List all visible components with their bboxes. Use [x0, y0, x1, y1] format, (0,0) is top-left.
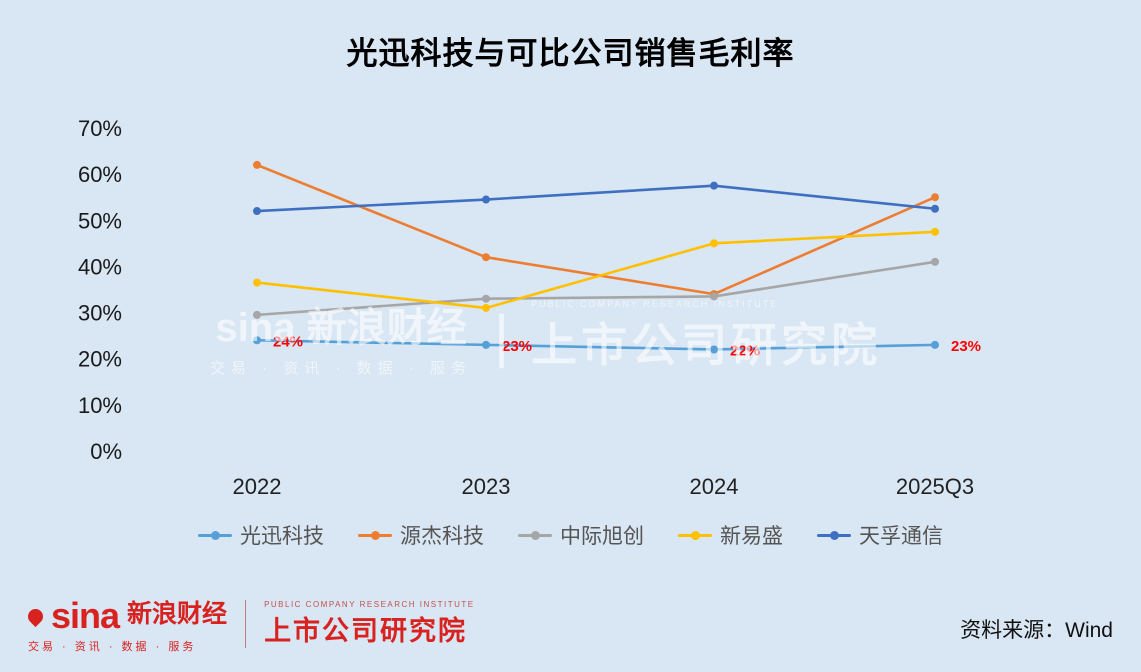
data-point	[253, 207, 261, 216]
data-point	[253, 278, 261, 287]
data-point	[253, 336, 261, 345]
legend-label: 天孚通信	[859, 525, 943, 548]
data-point	[482, 253, 490, 262]
data-point	[710, 292, 718, 301]
legend-label: 源杰科技	[400, 525, 484, 548]
point-label: 23%	[951, 338, 981, 355]
x-tick-label: 2025Q3	[896, 474, 974, 499]
legend-item-新易盛: 新易盛	[678, 520, 783, 550]
legend-marker-icon	[198, 530, 232, 540]
line-chart: 0% 10% 20% 30% 40% 50% 60% 70% 2022 2023 2024 2025Q…	[78, 116, 981, 499]
institute-logo-block: PUBLIC COMPANY RESEARCH INSTITUTE 上市公司研究…	[264, 600, 475, 648]
legend-marker-icon	[358, 530, 392, 540]
data-point	[253, 160, 261, 169]
y-tick-label: 50%	[78, 208, 122, 233]
legend-label: 中际旭创	[560, 525, 644, 548]
data-point	[482, 303, 490, 312]
point-label: 24%	[273, 333, 303, 350]
data-point	[482, 340, 490, 349]
institute-name: 上市公司研究院	[264, 616, 468, 646]
y-tick-label: 60%	[78, 162, 122, 187]
data-point	[482, 195, 490, 204]
x-tick-label: 2023	[462, 474, 511, 499]
legend-item-中际旭创: 中际旭创	[518, 520, 644, 550]
y-tick-label: 40%	[78, 254, 122, 279]
sina-flame-icon	[24, 605, 47, 628]
series-line-天孚通信	[256, 184, 936, 213]
point-label: 23%	[502, 338, 532, 355]
data-point	[710, 345, 718, 354]
data-point	[931, 204, 939, 213]
x-tick-label: 2022	[233, 474, 282, 499]
sina-logo: sina	[51, 594, 120, 636]
legend-item-天孚通信: 天孚通信	[817, 520, 943, 550]
data-point	[931, 227, 939, 236]
data-source-label: 资料来源：Wind	[960, 619, 1113, 642]
chart-title: 光迅科技与可比公司销售毛利率	[346, 36, 795, 71]
legend-marker-icon	[518, 530, 552, 540]
institute-name-en: PUBLIC COMPANY RESEARCH INSTITUTE	[264, 600, 475, 609]
legend-item-光迅科技: 光迅科技	[198, 520, 324, 550]
y-tick-label: 20%	[78, 347, 122, 372]
legend-item-源杰科技: 源杰科技	[358, 520, 484, 550]
footer: sina 新浪财经 交易 · 资讯 · 数据 · 服务 PUBLIC COMPA…	[0, 580, 1141, 672]
series-line-新易盛	[256, 230, 936, 310]
footer-branding: sina 新浪财经 交易 · 资讯 · 数据 · 服务 PUBLIC COMPA…	[24, 594, 475, 654]
data-point	[710, 181, 718, 190]
x-tick-label: 2024	[690, 474, 739, 499]
legend: 光迅科技 源杰科技 中际旭创 新易盛 天孚通信	[0, 520, 1141, 550]
legend-marker-icon	[817, 530, 851, 540]
data-point	[253, 310, 261, 319]
series-line-光迅科技	[256, 338, 936, 351]
legend-label: 新易盛	[720, 525, 783, 548]
legend-label: 光迅科技	[240, 525, 324, 548]
sina-slogan: 交易 · 资讯 · 数据 · 服务	[28, 641, 197, 653]
data-point	[482, 294, 490, 303]
sina-brand-text: 新浪财经	[127, 600, 228, 628]
y-tick-label: 30%	[78, 301, 122, 326]
point-label: 22%	[730, 342, 760, 359]
series-line-中际旭创	[256, 260, 936, 317]
footer-divider	[245, 600, 247, 648]
sina-logo-block: sina 新浪财经 交易 · 资讯 · 数据 · 服务	[24, 594, 228, 654]
y-tick-label: 10%	[78, 393, 122, 418]
data-point	[710, 239, 718, 248]
data-point	[931, 340, 939, 349]
data-point	[931, 257, 939, 266]
data-point	[931, 193, 939, 202]
legend-marker-icon	[678, 530, 712, 540]
y-tick-label: 70%	[78, 116, 122, 141]
series-line-源杰科技	[256, 163, 936, 296]
y-tick-label: 0%	[90, 439, 122, 464]
